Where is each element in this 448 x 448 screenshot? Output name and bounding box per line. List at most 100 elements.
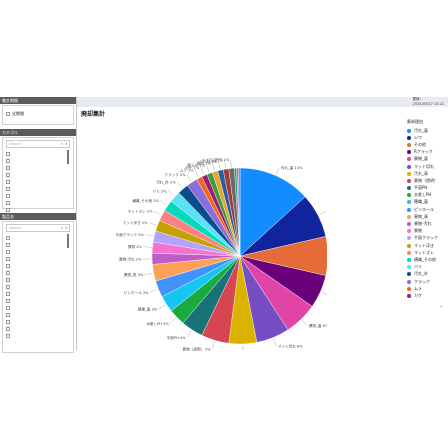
filter-option[interactable] <box>3 178 73 185</box>
legend-item[interactable]: 平面クラック <box>407 235 447 242</box>
filter-option[interactable] <box>3 332 73 339</box>
clear-icon[interactable]: × <box>64 141 68 146</box>
checkbox[interactable] <box>6 111 10 116</box>
leader-line <box>273 338 277 346</box>
filter-option[interactable] <box>3 311 73 318</box>
checkbox[interactable] <box>6 263 10 268</box>
legend-item[interactable]: 汚れ_裏 <box>407 127 447 134</box>
checkbox[interactable] <box>6 200 10 205</box>
legend-item[interactable]: 異物_表 <box>407 213 447 220</box>
clear-icon[interactable]: × <box>64 225 68 230</box>
product-scrollbar[interactable] <box>67 234 69 248</box>
legend-item[interactable]: クラック <box>407 278 447 285</box>
filter-option[interactable] <box>3 262 73 269</box>
search-icon[interactable]: ⌕ <box>60 225 63 230</box>
filter-option[interactable] <box>3 192 73 199</box>
checkbox[interactable] <box>6 305 10 310</box>
legend-item[interactable]: 異物（透明） <box>407 177 447 184</box>
legend-item[interactable]: Rクラック <box>407 149 447 156</box>
filter-option[interactable] <box>3 157 73 164</box>
legend-color-swatch <box>407 186 411 191</box>
legend-item[interactable]: 水差しPH <box>407 192 447 199</box>
filter-option[interactable] <box>3 297 73 304</box>
checkbox[interactable] <box>6 256 10 261</box>
filter-option[interactable] <box>3 269 73 276</box>
checkbox[interactable] <box>6 319 10 324</box>
legend-item[interactable]: 汚れ_外 <box>407 271 447 278</box>
legend-item[interactable]: 穂縄_裏 <box>407 199 447 206</box>
legend-item[interactable]: シワ <box>407 134 447 141</box>
checkbox[interactable] <box>6 151 10 156</box>
legend-item[interactable]: カケ <box>407 292 447 299</box>
checkbox[interactable] <box>6 242 10 247</box>
legend-color-swatch <box>407 171 411 176</box>
legend-item[interactable]: 汚れ_表 <box>407 170 447 177</box>
category-search-input[interactable]: Search ⌕ × <box>6 140 70 148</box>
slice-label: 傷内 1% <box>197 161 212 166</box>
checkbox[interactable] <box>6 179 10 184</box>
checkbox[interactable] <box>6 284 10 289</box>
legend-title: 廃却理由 <box>407 119 423 124</box>
filter-option[interactable] <box>3 248 73 255</box>
checkbox[interactable] <box>6 193 10 198</box>
product-filter-box: Search ⌕ × <box>2 221 74 353</box>
checkbox[interactable] <box>6 333 10 338</box>
legend-item[interactable]: その他 <box>407 141 447 148</box>
checkbox[interactable] <box>6 186 10 191</box>
filter-option[interactable] <box>3 276 73 283</box>
legend-color-swatch <box>407 142 411 147</box>
legend-item[interactable]: ピンホール <box>407 206 447 213</box>
checkbox[interactable] <box>6 298 10 303</box>
filter-option[interactable] <box>3 171 73 178</box>
checkbox[interactable] <box>6 207 10 212</box>
filter-option[interactable] <box>3 199 73 206</box>
search-placeholder: Search <box>9 142 22 146</box>
filter-option[interactable] <box>3 150 73 157</box>
legend-item[interactable]: 異物-汚れ <box>407 220 447 227</box>
checkbox[interactable] <box>6 172 10 177</box>
category-scrollbar[interactable] <box>67 150 69 164</box>
legend-item[interactable]: 平面PH <box>407 185 447 192</box>
pie-slice[interactable] <box>238 167 241 257</box>
legend-item[interactable]: 異物 <box>407 228 447 235</box>
filter-option[interactable] <box>3 283 73 290</box>
checkbox[interactable] <box>6 312 10 317</box>
legend-item[interactable]: マット浮き <box>407 242 447 249</box>
checkbox[interactable] <box>6 277 10 282</box>
slice-label: 平面PH 4% <box>167 335 186 340</box>
legend-label: 異物-汚れ <box>414 221 432 227</box>
leader-line <box>275 167 280 175</box>
checkbox[interactable] <box>6 291 10 296</box>
legend-color-swatch <box>407 279 411 284</box>
filter-option[interactable] <box>3 304 73 311</box>
search-icon[interactable]: ⌕ <box>60 141 63 146</box>
legend-scroll-down-icon[interactable]: ⌄ <box>439 302 443 308</box>
filter-option[interactable] <box>3 206 73 213</box>
filter-option[interactable] <box>3 318 73 325</box>
legend-item[interactable]: マットズレ <box>407 249 447 256</box>
legend-item[interactable]: 横縄_その他 <box>407 256 447 263</box>
filter-option[interactable] <box>3 185 73 192</box>
legend-item[interactable]: バリ <box>407 264 447 271</box>
filter-option[interactable] <box>3 234 73 241</box>
checkbox[interactable] <box>6 235 10 240</box>
filter-option[interactable] <box>3 241 73 248</box>
product-search-input[interactable]: Search ⌕ × <box>6 224 70 232</box>
period-item[interactable]: 全期間 <box>3 110 73 117</box>
legend-item[interactable]: 異物_裏 <box>407 156 447 163</box>
legend-label: 異物 <box>414 228 422 234</box>
legend-color-swatch <box>407 178 411 183</box>
filter-option[interactable] <box>3 255 73 262</box>
legend-item[interactable]: ムラ <box>407 285 447 292</box>
legend-label: 汚れ_外 <box>414 271 428 277</box>
checkbox[interactable] <box>6 165 10 170</box>
filter-option[interactable] <box>3 290 73 297</box>
checkbox[interactable] <box>6 158 10 163</box>
filter-option[interactable] <box>3 325 73 332</box>
legend-item[interactable]: マット切れ <box>407 163 447 170</box>
checkbox[interactable] <box>6 249 10 254</box>
pie-slice[interactable] <box>239 167 306 257</box>
checkbox[interactable] <box>6 270 10 275</box>
checkbox[interactable] <box>6 326 10 331</box>
filter-option[interactable] <box>3 164 73 171</box>
